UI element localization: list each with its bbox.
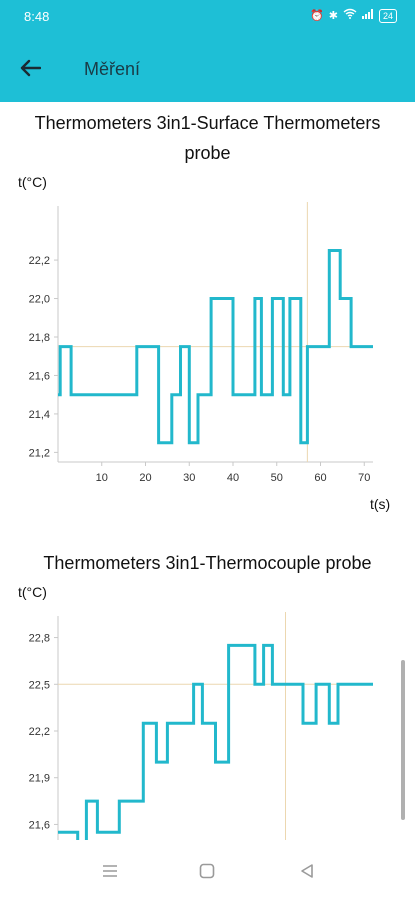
chart-1-xtick-label: 70 xyxy=(358,472,370,484)
chart-1-xtick-label: 60 xyxy=(314,472,326,484)
recents-button[interactable] xyxy=(95,858,125,884)
chart-1-series-line xyxy=(58,249,373,445)
chart-2-ylabel: t(°C) xyxy=(18,584,47,600)
chart-1-xtick-label: 10 xyxy=(96,472,108,484)
system-nav-bar xyxy=(0,840,415,900)
charts-container[interactable]: Thermometers 3in1-Surface Thermometers p… xyxy=(0,102,415,840)
recents-icon xyxy=(103,865,117,877)
status-bar: 8:48 ⏰ ✱ 24 xyxy=(0,0,415,32)
chart-2-ytick-label: 22,2 xyxy=(29,726,50,738)
chart-1-xtick-label: 50 xyxy=(271,472,283,484)
chart-1-ytick-label: 22,0 xyxy=(29,294,50,306)
chart-1-xtick-label: 30 xyxy=(183,472,195,484)
battery-icon: 24 xyxy=(378,8,397,23)
chart-1-ylabel: t(°C) xyxy=(18,174,47,190)
chart-2-ytick-label: 22,5 xyxy=(29,679,50,691)
chart-1-ytick-label: 21,6 xyxy=(29,370,50,382)
bluetooth-icon: ✱ xyxy=(328,9,338,22)
back-nav-button[interactable] xyxy=(292,858,322,884)
back-button[interactable] xyxy=(14,52,46,84)
chart-2-ytick-label: 22,8 xyxy=(29,633,50,645)
signal-icon xyxy=(361,8,374,23)
status-icons: ⏰ ✱ 24 xyxy=(310,8,397,23)
chart-1: 21,2 21,4 21,6 21,8 22,0 22,2 10 20 30 40 50 60 70 xyxy=(29,202,373,484)
wifi-icon xyxy=(343,8,357,23)
page-title: Měření xyxy=(84,59,141,79)
chart-2-title: Thermometers 3in1-Thermocouple probe xyxy=(43,553,372,573)
home-button[interactable] xyxy=(192,858,222,884)
chart-1-ytick-label: 22,2 xyxy=(29,255,50,267)
chart-1-xlabel: t(s) xyxy=(370,496,391,512)
chart-1-ytick-label: 21,8 xyxy=(29,332,50,344)
chart-2-series-line xyxy=(58,643,373,840)
home-icon xyxy=(199,863,215,879)
app-bar: Měření xyxy=(0,32,415,102)
alarm-icon: ⏰ xyxy=(310,9,324,22)
chart-1-ytick-label: 21,2 xyxy=(29,447,50,459)
chart-1-ytick-label: 21,4 xyxy=(29,409,50,421)
chart-1-title: Thermometers 3in1-Surface Thermometers p… xyxy=(34,113,381,163)
scrollbar[interactable] xyxy=(401,660,405,820)
chart-1-xtick-label: 20 xyxy=(139,472,151,484)
status-time: 8:48 xyxy=(24,9,50,24)
chart-2-ytick-label: 21,9 xyxy=(29,773,50,785)
back-icon xyxy=(301,864,313,878)
arrow-left-icon xyxy=(20,59,41,77)
chart-2-ytick-label: 21,6 xyxy=(29,819,50,831)
chart-1-xtick-label: 40 xyxy=(227,472,239,484)
chart-2: 21,6 21,9 22,2 22,5 22,8 xyxy=(29,612,373,840)
